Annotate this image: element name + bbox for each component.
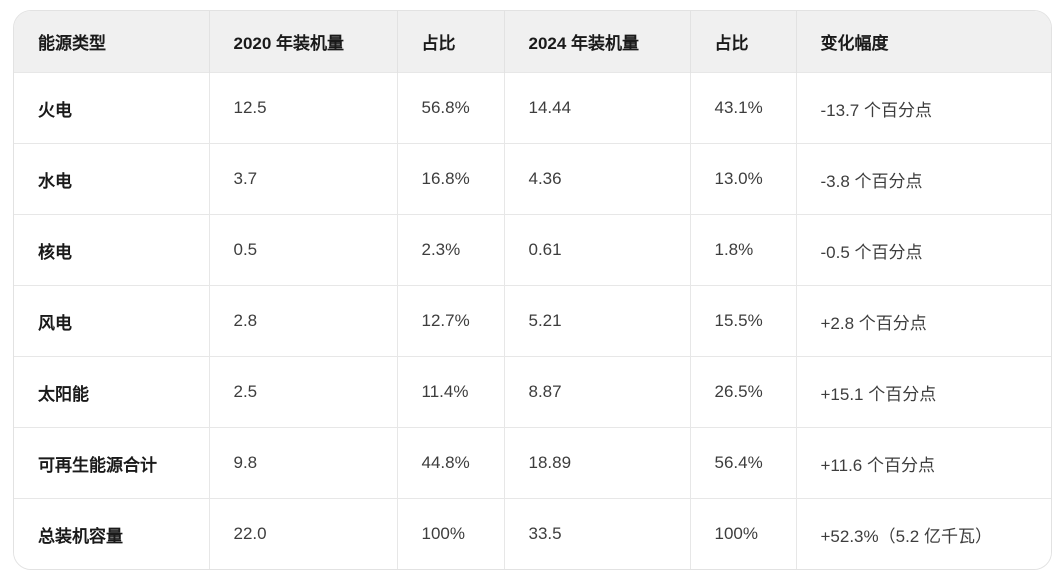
table-row-thermal: 火电 12.5 56.8% 14.44 43.1% -13.7 个百分点	[14, 72, 1051, 144]
table-row-solar: 太阳能 2.5 11.4% 8.87 26.5% +15.1 个百分点	[14, 356, 1051, 428]
table-body: 火电 12.5 56.8% 14.44 43.1% -13.7 个百分点 水电 …	[14, 72, 1051, 569]
cell-2020-share: 11.4%	[396, 356, 504, 428]
cell-2020-capacity: 0.5	[208, 214, 397, 286]
cell-2020-share: 16.8%	[396, 143, 504, 215]
table-row-wind: 风电 2.8 12.7% 5.21 15.5% +2.8 个百分点	[14, 285, 1051, 357]
column-header-change: 变化幅度	[795, 11, 1051, 73]
cell-2024-share: 43.1%	[689, 72, 796, 144]
cell-2024-capacity: 0.61	[503, 214, 690, 286]
row-label: 太阳能	[14, 356, 209, 428]
row-label: 可再生能源合计	[14, 427, 209, 499]
cell-change: +11.6 个百分点	[795, 427, 1051, 499]
cell-change: -3.8 个百分点	[795, 143, 1051, 215]
column-header-2024-capacity: 2024 年装机量	[503, 11, 690, 73]
row-label: 水电	[14, 143, 209, 215]
cell-2020-share: 2.3%	[396, 214, 504, 286]
cell-2024-capacity: 33.5	[503, 498, 690, 569]
table-header: 能源类型 2020 年装机量 占比 2024 年装机量 占比 变化幅度	[14, 11, 1051, 73]
column-header-2024-share: 占比	[689, 11, 796, 73]
cell-2020-share: 12.7%	[396, 285, 504, 357]
row-label: 火电	[14, 72, 209, 144]
header-row: 能源类型 2020 年装机量 占比 2024 年装机量 占比 变化幅度	[14, 11, 1051, 73]
column-header-energy-type: 能源类型	[14, 11, 209, 73]
cell-2024-capacity: 18.89	[503, 427, 690, 499]
cell-2024-capacity: 14.44	[503, 72, 690, 144]
cell-2020-share: 100%	[396, 498, 504, 569]
cell-2020-share: 56.8%	[396, 72, 504, 144]
table-row-total-capacity: 总装机容量 22.0 100% 33.5 100% +52.3%（5.2 亿千瓦…	[14, 498, 1051, 569]
row-label: 风电	[14, 285, 209, 357]
cell-change: +15.1 个百分点	[795, 356, 1051, 428]
cell-2024-share: 15.5%	[689, 285, 796, 357]
cell-2020-capacity: 22.0	[208, 498, 397, 569]
cell-change: +2.8 个百分点	[795, 285, 1051, 357]
cell-2024-share: 13.0%	[689, 143, 796, 215]
cell-2024-share: 100%	[689, 498, 796, 569]
cell-2020-share: 44.8%	[396, 427, 504, 499]
column-header-2020-capacity: 2020 年装机量	[208, 11, 397, 73]
row-label: 总装机容量	[14, 498, 209, 569]
cell-2020-capacity: 2.5	[208, 356, 397, 428]
cell-2024-share: 1.8%	[689, 214, 796, 286]
cell-2024-capacity: 8.87	[503, 356, 690, 428]
cell-2020-capacity: 12.5	[208, 72, 397, 144]
cell-change: -0.5 个百分点	[795, 214, 1051, 286]
column-header-2020-share: 占比	[396, 11, 504, 73]
cell-change: +52.3%（5.2 亿千瓦）	[795, 498, 1051, 569]
cell-2024-share: 26.5%	[689, 356, 796, 428]
table-row-nuclear: 核电 0.5 2.3% 0.61 1.8% -0.5 个百分点	[14, 214, 1051, 286]
table-row-hydro: 水电 3.7 16.8% 4.36 13.0% -3.8 个百分点	[14, 143, 1051, 215]
energy-capacity-table: 能源类型 2020 年装机量 占比 2024 年装机量 占比 变化幅度 火电 1…	[14, 11, 1051, 569]
cell-2020-capacity: 3.7	[208, 143, 397, 215]
energy-capacity-table-container: 能源类型 2020 年装机量 占比 2024 年装机量 占比 变化幅度 火电 1…	[13, 10, 1052, 570]
cell-2024-capacity: 5.21	[503, 285, 690, 357]
table-row-renewable-total: 可再生能源合计 9.8 44.8% 18.89 56.4% +11.6 个百分点	[14, 427, 1051, 499]
row-label: 核电	[14, 214, 209, 286]
cell-2024-share: 56.4%	[689, 427, 796, 499]
cell-change: -13.7 个百分点	[795, 72, 1051, 144]
cell-2024-capacity: 4.36	[503, 143, 690, 215]
cell-2020-capacity: 9.8	[208, 427, 397, 499]
cell-2020-capacity: 2.8	[208, 285, 397, 357]
